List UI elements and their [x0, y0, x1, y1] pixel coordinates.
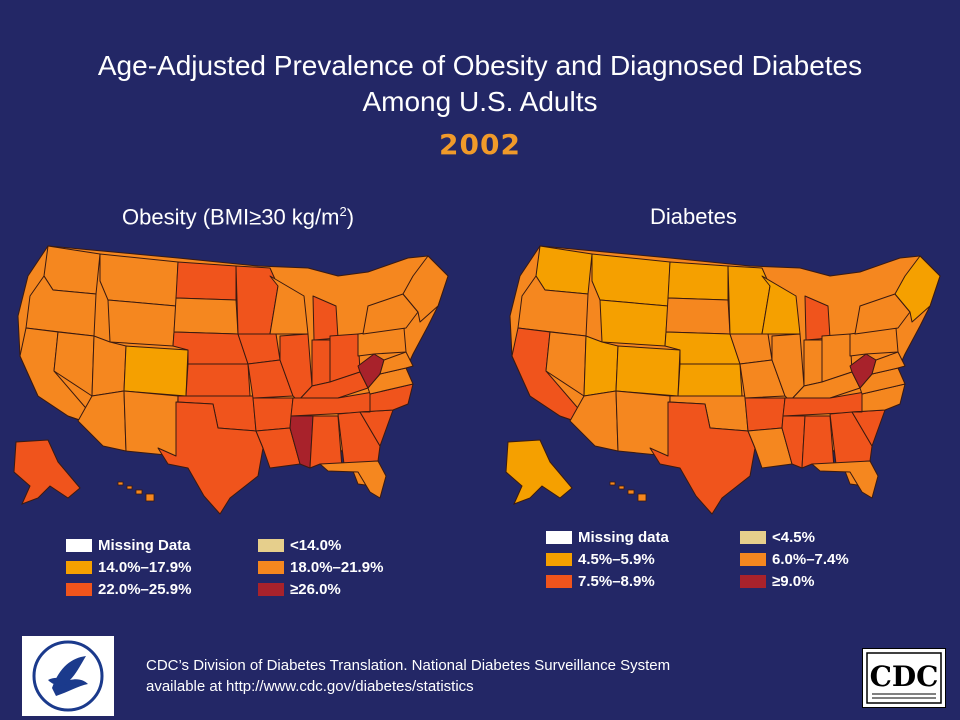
- obesity-state-new-england: [402, 255, 449, 323]
- obesity-state-mississippi: [289, 415, 314, 469]
- footer-source: CDC’s Division of Diabetes Translation. …: [146, 655, 826, 697]
- diabetes-state-new-england: [894, 255, 941, 323]
- obesity-state-texas: [157, 401, 264, 515]
- obesity-state-wyoming: [107, 299, 177, 347]
- obesity-state-louisiana: [255, 427, 301, 469]
- legend-swatch: [546, 530, 572, 544]
- obesity-legend-ge26: ≥26.0%: [258, 580, 341, 600]
- legend-swatch: [546, 552, 572, 566]
- legend-swatch: [740, 530, 766, 544]
- obesity-title-close: ): [346, 204, 355, 230]
- obesity-state-hawaii: [117, 481, 155, 502]
- title-line-2: Among U.S. Adults: [362, 86, 598, 117]
- diabetes-map-title: Diabetes: [650, 204, 737, 229]
- diabetes-state-hawaii: [609, 481, 647, 502]
- obesity-map-title: Obesity (BMI≥30 kg/m2): [122, 204, 354, 230]
- obesity-legend-22-25: 22.0%–25.9%: [66, 580, 191, 600]
- obesity-state-arizona: [77, 390, 127, 452]
- obesity-state-new-mexico: [123, 390, 179, 457]
- diabetes-state-mississippi: [781, 415, 806, 469]
- obesity-legend-lt14: <14.0%: [258, 536, 341, 556]
- diabetes-state-colorado: [615, 345, 681, 397]
- diabetes-legend-6-7: 6.0%–7.4%: [740, 550, 849, 570]
- diabetes-state-arkansas: [744, 397, 786, 432]
- diabetes-legend-4-5: 4.5%–5.9%: [546, 550, 655, 570]
- obesity-state-kansas: [185, 363, 251, 397]
- legend-swatch: [66, 538, 92, 552]
- obesity-state-north-dakota: [175, 261, 237, 301]
- diabetes-state-new-mexico: [615, 390, 671, 457]
- footer-line-1: CDC’s Division of Diabetes Translation. …: [146, 657, 671, 674]
- obesity-state-georgia: [337, 411, 381, 465]
- obesity-legend-14-17: 14.0%–17.9%: [66, 558, 191, 578]
- legend-swatch: [740, 574, 766, 588]
- diabetes-state-wyoming: [599, 299, 669, 347]
- obesity-map: [13, 245, 449, 515]
- legend-swatch: [66, 560, 92, 574]
- diabetes-legend-missing: Missing data: [546, 528, 669, 548]
- diabetes-state-alabama: [801, 415, 835, 469]
- footer-line-2: available at http://www.cdc.gov/diabetes…: [146, 678, 474, 695]
- cdc-logo: CDC: [862, 648, 946, 708]
- obesity-state-delaware-maryland: [379, 351, 414, 375]
- diabetes-legend-lt4-5: <4.5%: [740, 528, 815, 548]
- diabetes-map: [505, 245, 941, 515]
- diabetes-state-alaska: [505, 439, 573, 505]
- diabetes-state-montana: [591, 253, 671, 307]
- diabetes-state-south-dakota: [665, 297, 731, 335]
- obesity-legend-18-21: 18.0%–21.9%: [258, 558, 383, 578]
- diabetes-state-wisconsin: [761, 275, 801, 335]
- obesity-state-indiana: [311, 339, 331, 387]
- obesity-state-wisconsin: [269, 275, 309, 335]
- diabetes-state-north-dakota: [667, 261, 729, 301]
- hhs-eagle-logo: [22, 636, 114, 716]
- legend-swatch: [740, 552, 766, 566]
- diabetes-state-texas: [649, 401, 756, 515]
- obesity-state-alaska: [13, 439, 81, 505]
- obesity-title-superscript: 2: [339, 204, 347, 219]
- diabetes-state-new-york: [854, 293, 911, 335]
- legend-swatch: [258, 560, 284, 574]
- obesity-title-text: Obesity (BMI≥30 kg/m: [122, 204, 340, 230]
- obesity-legend-missing: Missing Data: [66, 536, 191, 556]
- year-label: 2002: [439, 128, 521, 161]
- diabetes-legend-7-8: 7.5%–8.9%: [546, 572, 655, 592]
- diabetes-state-georgia: [829, 411, 873, 465]
- obesity-state-south-dakota: [173, 297, 239, 335]
- obesity-state-montana: [99, 253, 179, 307]
- obesity-state-washington: [43, 245, 101, 295]
- diabetes-state-louisiana: [747, 427, 793, 469]
- obesity-state-alabama: [309, 415, 343, 469]
- obesity-state-utah: [91, 335, 127, 397]
- cdc-logo-text: CDC: [870, 660, 939, 693]
- diabetes-state-indiana: [803, 339, 823, 387]
- title-line-1: Age-Adjusted Prevalence of Obesity and D…: [97, 50, 863, 81]
- diabetes-state-arizona: [569, 390, 619, 452]
- diabetes-state-washington: [535, 245, 593, 295]
- diabetes-state-delaware-maryland: [871, 351, 906, 375]
- diabetes-state-utah: [583, 335, 619, 397]
- obesity-state-colorado: [123, 345, 189, 397]
- obesity-state-new-york: [362, 293, 419, 335]
- legend-swatch: [258, 538, 284, 552]
- obesity-state-florida: [319, 460, 387, 499]
- diabetes-state-kansas: [677, 363, 743, 397]
- legend-swatch: [546, 574, 572, 588]
- diabetes-state-florida: [811, 460, 879, 499]
- legend-swatch: [66, 582, 92, 596]
- legend-swatch: [258, 582, 284, 596]
- diabetes-legend-ge9: ≥9.0%: [740, 572, 814, 592]
- obesity-state-arkansas: [252, 397, 294, 432]
- slide-title: Age-Adjusted Prevalence of Obesity and D…: [0, 48, 960, 120]
